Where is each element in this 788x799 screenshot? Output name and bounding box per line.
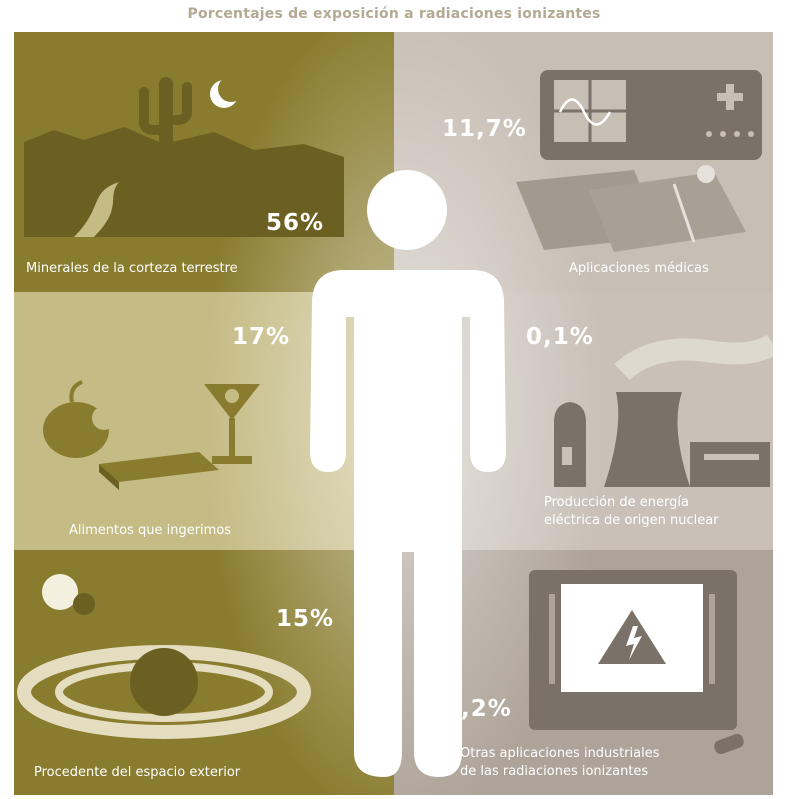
label-alimentos: Alimentos que ingerimos bbox=[69, 523, 232, 538]
value-medicas: 11,7% bbox=[442, 116, 527, 142]
label-espacio: Procedente del espacio exterior bbox=[34, 765, 241, 780]
value-industriales: 0,2% bbox=[444, 696, 512, 722]
value-alimentos: 17% bbox=[232, 324, 291, 350]
label-energia-line2: eléctrica de origen nuclear bbox=[544, 513, 719, 528]
label-energia-line1: Producción de energía bbox=[544, 495, 689, 510]
label-energia: Producción de energía eléctrica de orige… bbox=[544, 494, 719, 530]
desert-icon bbox=[24, 76, 344, 237]
label-minerales: Minerales de la corteza terrestre bbox=[26, 261, 238, 276]
value-espacio: 15% bbox=[276, 606, 335, 632]
food-icon bbox=[43, 380, 260, 490]
human-figure-icon bbox=[310, 170, 506, 777]
label-medicas: Aplicaciones médicas bbox=[569, 261, 709, 276]
infographic: Minerales de la corteza terrestre Aplica… bbox=[14, 32, 780, 795]
industrial-screen-icon bbox=[529, 570, 744, 755]
xray-films-icon bbox=[516, 165, 746, 252]
label-industriales-line1: Otras aplicaciones industriales bbox=[460, 746, 660, 761]
label-industriales: Otras aplicaciones industriales de las r… bbox=[460, 745, 659, 781]
chart-title: Porcentajes de exposición a radiaciones … bbox=[187, 6, 601, 22]
value-minerales: 56% bbox=[266, 210, 325, 236]
infographic-svg bbox=[14, 32, 780, 795]
nuclear-plant-icon bbox=[554, 334, 780, 487]
label-industriales-line2: de las radiaciones ionizantes bbox=[460, 764, 649, 779]
value-energia: 0,1% bbox=[526, 324, 594, 350]
space-icon bbox=[17, 574, 311, 739]
medical-monitor-icon bbox=[540, 70, 762, 160]
